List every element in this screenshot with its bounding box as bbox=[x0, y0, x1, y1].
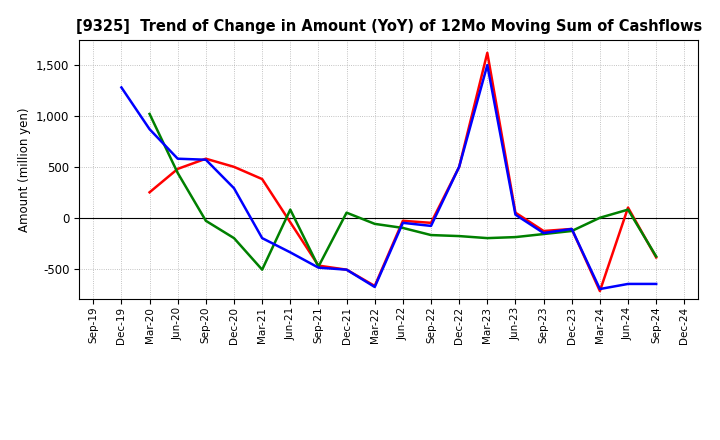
Investing Cashflow bbox=[202, 218, 210, 224]
Free Cashflow bbox=[652, 281, 660, 286]
Free Cashflow bbox=[202, 157, 210, 162]
Operating Cashflow bbox=[652, 255, 660, 260]
Free Cashflow bbox=[370, 284, 379, 290]
Operating Cashflow bbox=[174, 166, 182, 172]
Operating Cashflow bbox=[539, 228, 548, 234]
Free Cashflow bbox=[511, 212, 520, 217]
Free Cashflow bbox=[286, 250, 294, 255]
Investing Cashflow bbox=[230, 235, 238, 241]
Investing Cashflow bbox=[145, 111, 154, 117]
Free Cashflow bbox=[314, 265, 323, 270]
Operating Cashflow bbox=[202, 156, 210, 161]
Investing Cashflow bbox=[652, 254, 660, 259]
Operating Cashflow bbox=[230, 164, 238, 169]
Free Cashflow bbox=[258, 235, 266, 241]
Free Cashflow bbox=[145, 127, 154, 132]
Free Cashflow bbox=[539, 231, 548, 236]
Free Cashflow bbox=[117, 85, 126, 90]
Free Cashflow bbox=[567, 226, 576, 231]
Investing Cashflow bbox=[511, 235, 520, 240]
Operating Cashflow bbox=[567, 226, 576, 231]
Investing Cashflow bbox=[539, 231, 548, 237]
Operating Cashflow bbox=[455, 164, 464, 169]
Investing Cashflow bbox=[483, 235, 492, 241]
Investing Cashflow bbox=[342, 210, 351, 215]
Operating Cashflow bbox=[511, 210, 520, 215]
Operating Cashflow bbox=[370, 283, 379, 289]
Operating Cashflow bbox=[314, 263, 323, 268]
Investing Cashflow bbox=[595, 215, 604, 220]
Investing Cashflow bbox=[286, 207, 294, 212]
Title: [9325]  Trend of Change in Amount (YoY) of 12Mo Moving Sum of Cashflows: [9325] Trend of Change in Amount (YoY) o… bbox=[76, 19, 702, 34]
Operating Cashflow bbox=[342, 267, 351, 272]
Investing Cashflow bbox=[427, 232, 436, 238]
Y-axis label: Amount (million yen): Amount (million yen) bbox=[17, 107, 30, 231]
Investing Cashflow bbox=[399, 225, 408, 231]
Investing Cashflow bbox=[258, 267, 266, 272]
Free Cashflow bbox=[483, 62, 492, 68]
Free Cashflow bbox=[595, 286, 604, 292]
Investing Cashflow bbox=[567, 228, 576, 234]
Operating Cashflow bbox=[399, 218, 408, 224]
Operating Cashflow bbox=[145, 190, 154, 195]
Operating Cashflow bbox=[427, 220, 436, 225]
Operating Cashflow bbox=[595, 288, 604, 293]
Investing Cashflow bbox=[624, 207, 632, 212]
Free Cashflow bbox=[624, 281, 632, 286]
Investing Cashflow bbox=[314, 264, 323, 269]
Line: Investing Cashflow: Investing Cashflow bbox=[150, 114, 656, 270]
Free Cashflow bbox=[230, 186, 238, 191]
Free Cashflow bbox=[399, 220, 408, 225]
Free Cashflow bbox=[455, 164, 464, 169]
Operating Cashflow bbox=[624, 205, 632, 210]
Free Cashflow bbox=[174, 156, 182, 161]
Investing Cashflow bbox=[455, 234, 464, 239]
Line: Operating Cashflow: Operating Cashflow bbox=[150, 53, 656, 291]
Investing Cashflow bbox=[174, 170, 182, 176]
Line: Free Cashflow: Free Cashflow bbox=[122, 65, 656, 289]
Free Cashflow bbox=[427, 223, 436, 228]
Operating Cashflow bbox=[483, 50, 492, 55]
Investing Cashflow bbox=[370, 221, 379, 227]
Operating Cashflow bbox=[258, 176, 266, 182]
Free Cashflow bbox=[342, 267, 351, 272]
